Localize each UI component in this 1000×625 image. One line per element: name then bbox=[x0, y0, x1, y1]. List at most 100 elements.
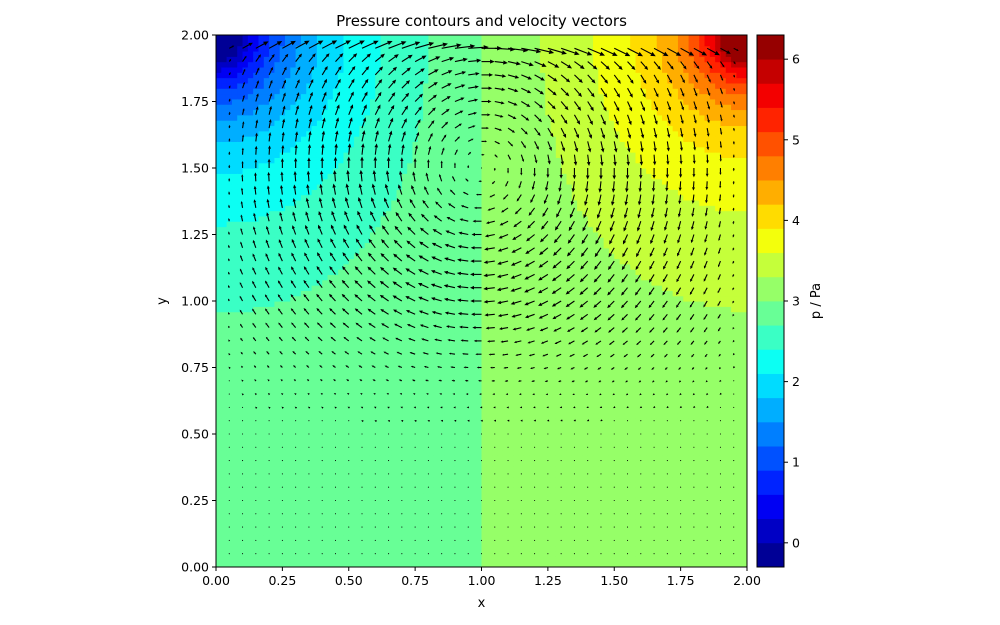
contour-cell bbox=[269, 556, 276, 563]
contour-cell bbox=[417, 242, 424, 249]
contour-cell bbox=[316, 263, 323, 270]
contour-cell bbox=[444, 173, 451, 180]
contour-cell bbox=[290, 455, 297, 462]
contour-cell bbox=[343, 471, 350, 478]
contour-cell bbox=[306, 247, 313, 254]
contour-cell bbox=[258, 556, 265, 563]
contour-cell bbox=[396, 226, 403, 233]
contour-cell bbox=[385, 348, 392, 355]
contour-cell bbox=[295, 290, 302, 297]
contour-cell bbox=[269, 152, 276, 158]
contour-cell bbox=[300, 215, 307, 222]
contour-cell bbox=[279, 535, 286, 541]
contour-cell bbox=[460, 322, 467, 329]
contour-cell bbox=[311, 199, 318, 206]
contour-cell bbox=[295, 503, 302, 510]
contour-cell bbox=[247, 162, 254, 169]
contour-cell bbox=[428, 215, 435, 222]
contour-cell bbox=[237, 402, 244, 408]
contour-cell bbox=[417, 375, 424, 382]
contour-cell bbox=[470, 444, 477, 451]
contour-cell bbox=[311, 61, 318, 68]
contour-cell bbox=[258, 215, 265, 222]
contour-cell bbox=[369, 386, 376, 393]
contour-cell bbox=[423, 210, 429, 217]
contour-cell bbox=[423, 503, 429, 510]
contour-cell bbox=[444, 375, 451, 382]
contour-cell bbox=[470, 354, 477, 361]
contour-cell bbox=[385, 141, 392, 148]
contour-cell bbox=[290, 61, 297, 68]
contour-cell bbox=[311, 402, 318, 408]
contour-cell bbox=[327, 77, 334, 84]
contour-cell bbox=[231, 332, 238, 339]
contour-cell bbox=[369, 513, 376, 520]
contour-cell bbox=[380, 114, 387, 121]
contour-cell bbox=[375, 178, 382, 185]
contour-cell bbox=[316, 301, 323, 307]
contour-cell bbox=[306, 556, 313, 563]
contour-cell bbox=[237, 513, 244, 520]
contour-cell bbox=[253, 492, 260, 499]
contour-cell bbox=[460, 295, 467, 302]
contour-cell bbox=[412, 231, 419, 238]
contour-cell bbox=[306, 40, 313, 47]
contour-cell bbox=[412, 407, 419, 414]
contour-cell bbox=[454, 98, 461, 105]
contour-cell bbox=[412, 205, 419, 212]
contour-cell bbox=[401, 152, 408, 158]
contour-cell bbox=[253, 556, 260, 563]
contour-cell bbox=[306, 338, 313, 345]
contour-cell bbox=[364, 258, 371, 265]
contour-cell bbox=[465, 136, 472, 142]
contour-cell bbox=[407, 183, 414, 190]
contour-cell bbox=[226, 253, 233, 260]
contour-cell bbox=[279, 269, 286, 275]
contour-cell bbox=[279, 77, 286, 84]
contour-cell bbox=[327, 130, 334, 137]
contour-cell bbox=[231, 279, 238, 286]
contour-cell bbox=[332, 274, 339, 281]
contour-cell bbox=[423, 508, 429, 515]
contour-cell bbox=[221, 380, 228, 387]
contour-cell bbox=[476, 444, 483, 451]
contour-cell bbox=[439, 279, 445, 286]
contour-cell bbox=[300, 380, 307, 387]
contour-cell bbox=[412, 77, 419, 84]
contour-cell bbox=[449, 364, 456, 371]
contour-cell bbox=[439, 322, 445, 329]
contour-cell bbox=[221, 316, 228, 323]
contour-cell bbox=[300, 423, 307, 430]
contour-cell bbox=[216, 226, 222, 233]
contour-cell bbox=[375, 476, 382, 483]
contour-cell bbox=[263, 423, 270, 430]
contour-cell bbox=[439, 125, 445, 132]
contour-cell bbox=[396, 93, 403, 100]
contour-cell bbox=[354, 130, 360, 137]
contour-cell bbox=[369, 306, 376, 313]
contour-cell bbox=[391, 50, 398, 57]
contour-cell bbox=[327, 449, 334, 456]
contour-cell bbox=[295, 35, 302, 41]
contour-cell bbox=[385, 449, 392, 456]
contour-cell bbox=[311, 258, 318, 265]
contour-cell bbox=[263, 35, 270, 41]
contour-cell bbox=[290, 471, 297, 478]
contour-cell bbox=[258, 290, 265, 297]
contour-cell bbox=[407, 418, 414, 424]
contour-cell bbox=[242, 476, 249, 483]
contour-cell bbox=[476, 237, 483, 244]
contour-cell bbox=[332, 221, 339, 228]
contour-cell bbox=[391, 423, 398, 430]
contour-cell bbox=[316, 412, 323, 419]
contour-cell bbox=[269, 343, 276, 350]
contour-cell bbox=[327, 231, 334, 238]
contour-cell bbox=[253, 412, 260, 419]
contour-cell bbox=[295, 130, 302, 137]
contour-cell bbox=[401, 471, 408, 478]
contour-cell bbox=[311, 40, 318, 47]
contour-cell bbox=[332, 93, 339, 100]
contour-cell bbox=[242, 492, 249, 499]
contour-cell bbox=[221, 98, 228, 105]
contour-cell bbox=[306, 316, 313, 323]
